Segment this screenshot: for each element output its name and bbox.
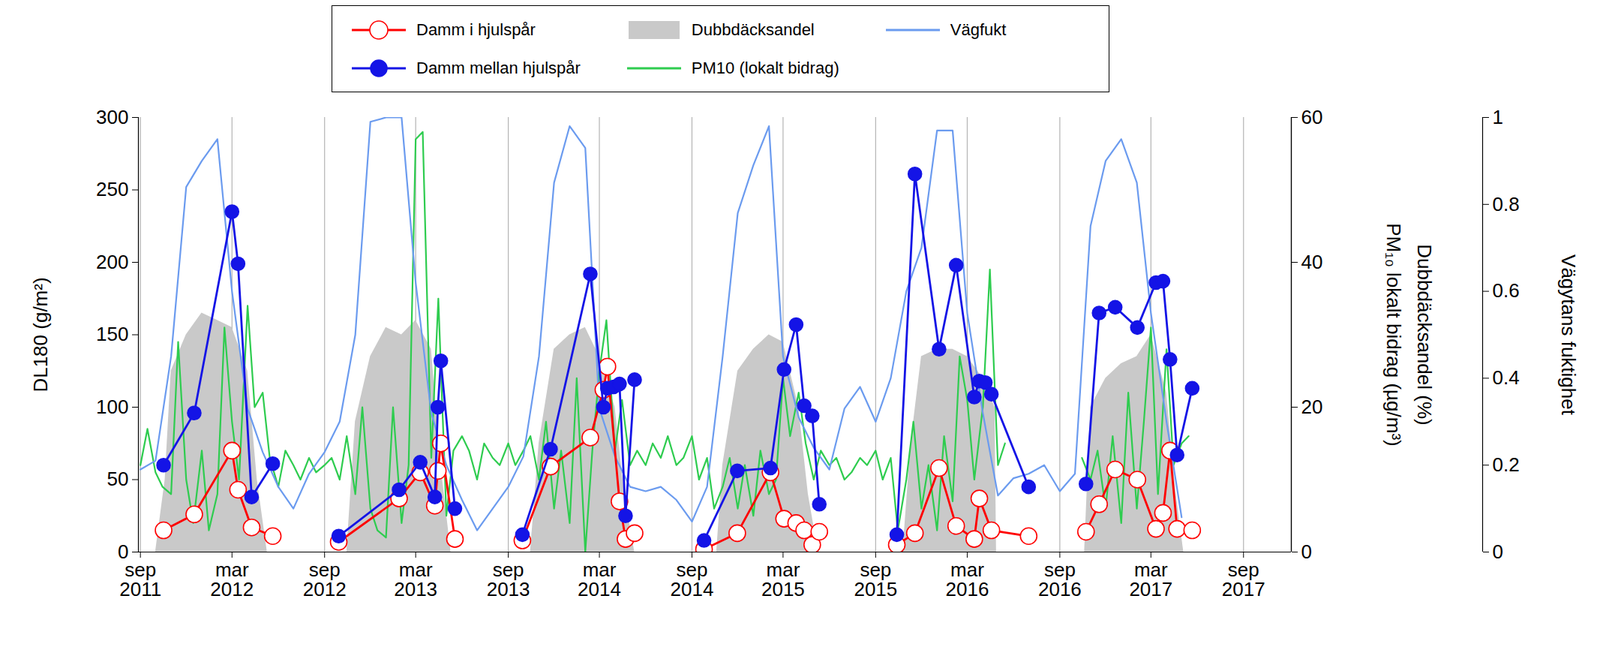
svg-text:20: 20	[1301, 395, 1324, 418]
html-text:Damm i hjulspår: Damm i hjulspår	[416, 19, 536, 39]
svg-text:sep2016: sep2016	[1038, 558, 1082, 601]
svg-text:sep2014: sep2014	[670, 558, 715, 601]
svg-text:Dubbdäcksandel (%): Dubbdäcksandel (%)	[1413, 243, 1436, 425]
html-text:Damm mellan hjulspår: Damm mellan hjulspår	[416, 58, 581, 77]
svg-text:0: 0	[117, 539, 129, 563]
svg-text:0.6: 0.6	[1492, 279, 1520, 302]
svg-text:mar2014: mar2014	[577, 558, 622, 601]
svg-text:0.2: 0.2	[1492, 453, 1520, 476]
svg-text:250: 250	[96, 177, 129, 201]
svg-text:PM₁₀ lokalt bidrag (µg/m³): PM₁₀ lokalt bidrag (µg/m³)	[1382, 222, 1405, 447]
svg-text:60: 60	[1301, 105, 1324, 129]
svg-text:100: 100	[96, 395, 129, 418]
svg-text:1: 1	[1492, 105, 1504, 129]
svg-text:50: 50	[107, 467, 130, 490]
svg-text:sep2013: sep2013	[486, 558, 531, 601]
svg-text:0: 0	[1301, 540, 1312, 563]
svg-text:DL180 (g/m²): DL180 (g/m²)	[29, 276, 52, 392]
svg-text:mar2016: mar2016	[945, 558, 990, 601]
html-text:Dubbdäcksandel: Dubbdäcksandel	[691, 19, 815, 39]
svg-text:200: 200	[96, 250, 129, 274]
svg-text:sep2012: sep2012	[303, 558, 347, 601]
svg-text:mar2013: mar2013	[393, 558, 438, 601]
svg-text:sep2011: sep2011	[119, 558, 162, 601]
svg-text:mar2017: mar2017	[1128, 558, 1173, 601]
svg-text:150: 150	[96, 322, 129, 346]
svg-text:0: 0	[1492, 540, 1504, 563]
svg-text:Vägytans fuktighet: Vägytans fuktighet	[1557, 254, 1580, 416]
svg-text:sep2015: sep2015	[853, 558, 898, 601]
svg-text:0.8: 0.8	[1492, 192, 1520, 216]
svg-text:0.4: 0.4	[1492, 366, 1520, 389]
svg-text:mar2015: mar2015	[761, 558, 805, 601]
svg-text:mar2012: mar2012	[210, 558, 254, 601]
svg-text:40: 40	[1301, 250, 1324, 274]
svg-text:sep2017: sep2017	[1221, 558, 1266, 601]
html-text:Vägfukt: Vägfukt	[950, 19, 1007, 39]
html-text:PM10 (lokalt bidrag): PM10 (lokalt bidrag)	[691, 58, 840, 77]
svg-text:300: 300	[96, 105, 129, 129]
